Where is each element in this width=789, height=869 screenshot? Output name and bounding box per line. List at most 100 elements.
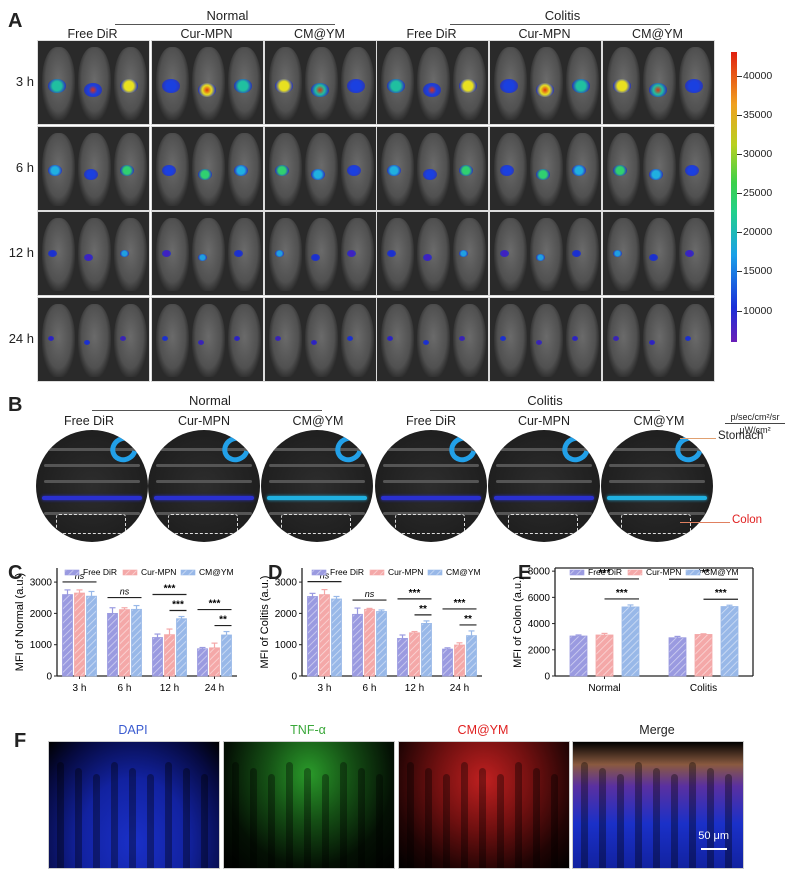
villus-structure xyxy=(75,768,82,868)
x-tick-label: 24 h xyxy=(450,683,469,694)
fluorescence-signal xyxy=(347,165,361,177)
mouse-silhouette xyxy=(453,218,487,291)
significance-label: *** xyxy=(164,584,176,595)
intestine-signal xyxy=(42,496,142,500)
significance-label: *** xyxy=(616,588,628,599)
fluorescence-signal xyxy=(649,254,658,262)
villus-structure xyxy=(407,762,414,868)
group-line xyxy=(92,410,322,411)
group-line xyxy=(115,24,335,25)
intestine-tract xyxy=(496,448,592,451)
ivis-image-tile xyxy=(376,211,489,296)
fluorescence-signal xyxy=(685,79,703,94)
chart-mfi-normal: 0 1000 2000 3000 MFI of Normal (a.u.) 3 h ns 6 … xyxy=(0,558,265,698)
bar xyxy=(62,594,73,677)
fluorescence-signal xyxy=(613,336,619,341)
villus-structure xyxy=(111,762,118,868)
ivis-image-tile xyxy=(489,211,602,296)
mouse-silhouette xyxy=(192,218,226,291)
colorbar-tick xyxy=(737,232,742,234)
fluorescence-signal xyxy=(234,79,252,94)
mouse-silhouette xyxy=(643,218,677,291)
intestine-tract xyxy=(383,464,479,467)
fluorescence-signal xyxy=(536,83,554,98)
bar xyxy=(352,613,363,677)
y-tick-label: 0 xyxy=(291,672,297,683)
villus-structure xyxy=(147,774,154,868)
mouse-silhouette xyxy=(381,218,415,291)
fluorescence-signal xyxy=(311,340,317,345)
fluorescence-signal xyxy=(120,250,129,258)
ivis-image-tile xyxy=(602,126,715,211)
intestine-tract xyxy=(496,512,592,515)
mouse-silhouette xyxy=(269,218,303,291)
mouse-silhouette xyxy=(566,218,600,291)
legend-label: Cur-MPN xyxy=(646,567,681,577)
villus-structure xyxy=(551,774,558,868)
bar xyxy=(107,612,118,677)
fluorescence-image xyxy=(48,741,220,869)
villus-structure xyxy=(671,774,678,868)
y-tick-label: 0 xyxy=(46,672,52,683)
significance-label: *** xyxy=(698,568,710,579)
fluorescence-signal xyxy=(459,79,477,94)
fluorescence-signal xyxy=(572,165,586,177)
significance-label: ns xyxy=(365,589,375,599)
y-tick-label: 6000 xyxy=(528,593,551,604)
significance-label: ** xyxy=(464,614,472,625)
x-tick-label: Colitis xyxy=(690,683,717,694)
y-tick-label: 1000 xyxy=(275,640,298,651)
mouse-silhouette xyxy=(341,304,375,377)
fluorescence-signal xyxy=(572,336,578,341)
ivis-image-tile xyxy=(37,40,150,125)
intestine-dish-image xyxy=(261,430,373,542)
fluorescence-signal xyxy=(162,250,171,258)
fluorescence-signal xyxy=(311,169,325,181)
colorbar-tick-label: 20000 xyxy=(743,226,773,239)
significance-label: ns xyxy=(320,571,330,581)
colon-region-box xyxy=(168,514,238,534)
fluorescence-signal xyxy=(423,254,432,262)
row-label: 6 h xyxy=(15,160,34,175)
legend-label: Cur-MPN xyxy=(141,567,176,577)
fluorescence-signal xyxy=(347,250,356,258)
legend-swatch xyxy=(685,569,701,576)
villus-structure xyxy=(340,762,347,868)
villus-structure xyxy=(57,762,64,868)
ivis-image-tile xyxy=(602,40,715,125)
bar xyxy=(319,594,330,677)
bar xyxy=(152,637,163,677)
significance-label: *** xyxy=(209,599,221,610)
significance-label: ns xyxy=(75,571,85,581)
fluorescence-signal xyxy=(234,336,240,341)
row-label: 3 h xyxy=(15,74,34,89)
intestine-signal xyxy=(494,496,594,500)
intestine-dish-image xyxy=(601,430,713,542)
mouse-silhouette xyxy=(381,304,415,377)
villus-structure xyxy=(479,768,486,868)
scale-bar-label: 50 μm xyxy=(698,830,729,842)
significance-label: ** xyxy=(419,604,427,615)
villus-structure xyxy=(129,768,136,868)
villus-structure xyxy=(515,762,522,868)
fluorescence-signal xyxy=(347,336,353,341)
column-label: Cur-MPN xyxy=(177,414,231,428)
ivis-image-tile xyxy=(37,297,150,382)
villus-structure xyxy=(461,762,468,868)
bar xyxy=(221,634,232,677)
villus-structure xyxy=(707,768,714,868)
fluorescence-signal xyxy=(311,254,320,262)
significance-label: *** xyxy=(172,600,184,611)
stomach-signal xyxy=(444,430,482,468)
legend-swatch xyxy=(311,569,327,576)
bar xyxy=(668,637,687,677)
mouse-silhouette xyxy=(269,304,303,377)
column-label: CM@YM xyxy=(633,414,685,428)
colon-region-box xyxy=(281,514,351,534)
intestine-tract xyxy=(609,464,705,467)
intestine-tract xyxy=(383,480,479,483)
villus-structure xyxy=(165,762,172,868)
ivis-image-tile xyxy=(489,40,602,125)
colorbar-tick xyxy=(737,193,742,195)
x-tick-label: 3 h xyxy=(318,683,332,694)
